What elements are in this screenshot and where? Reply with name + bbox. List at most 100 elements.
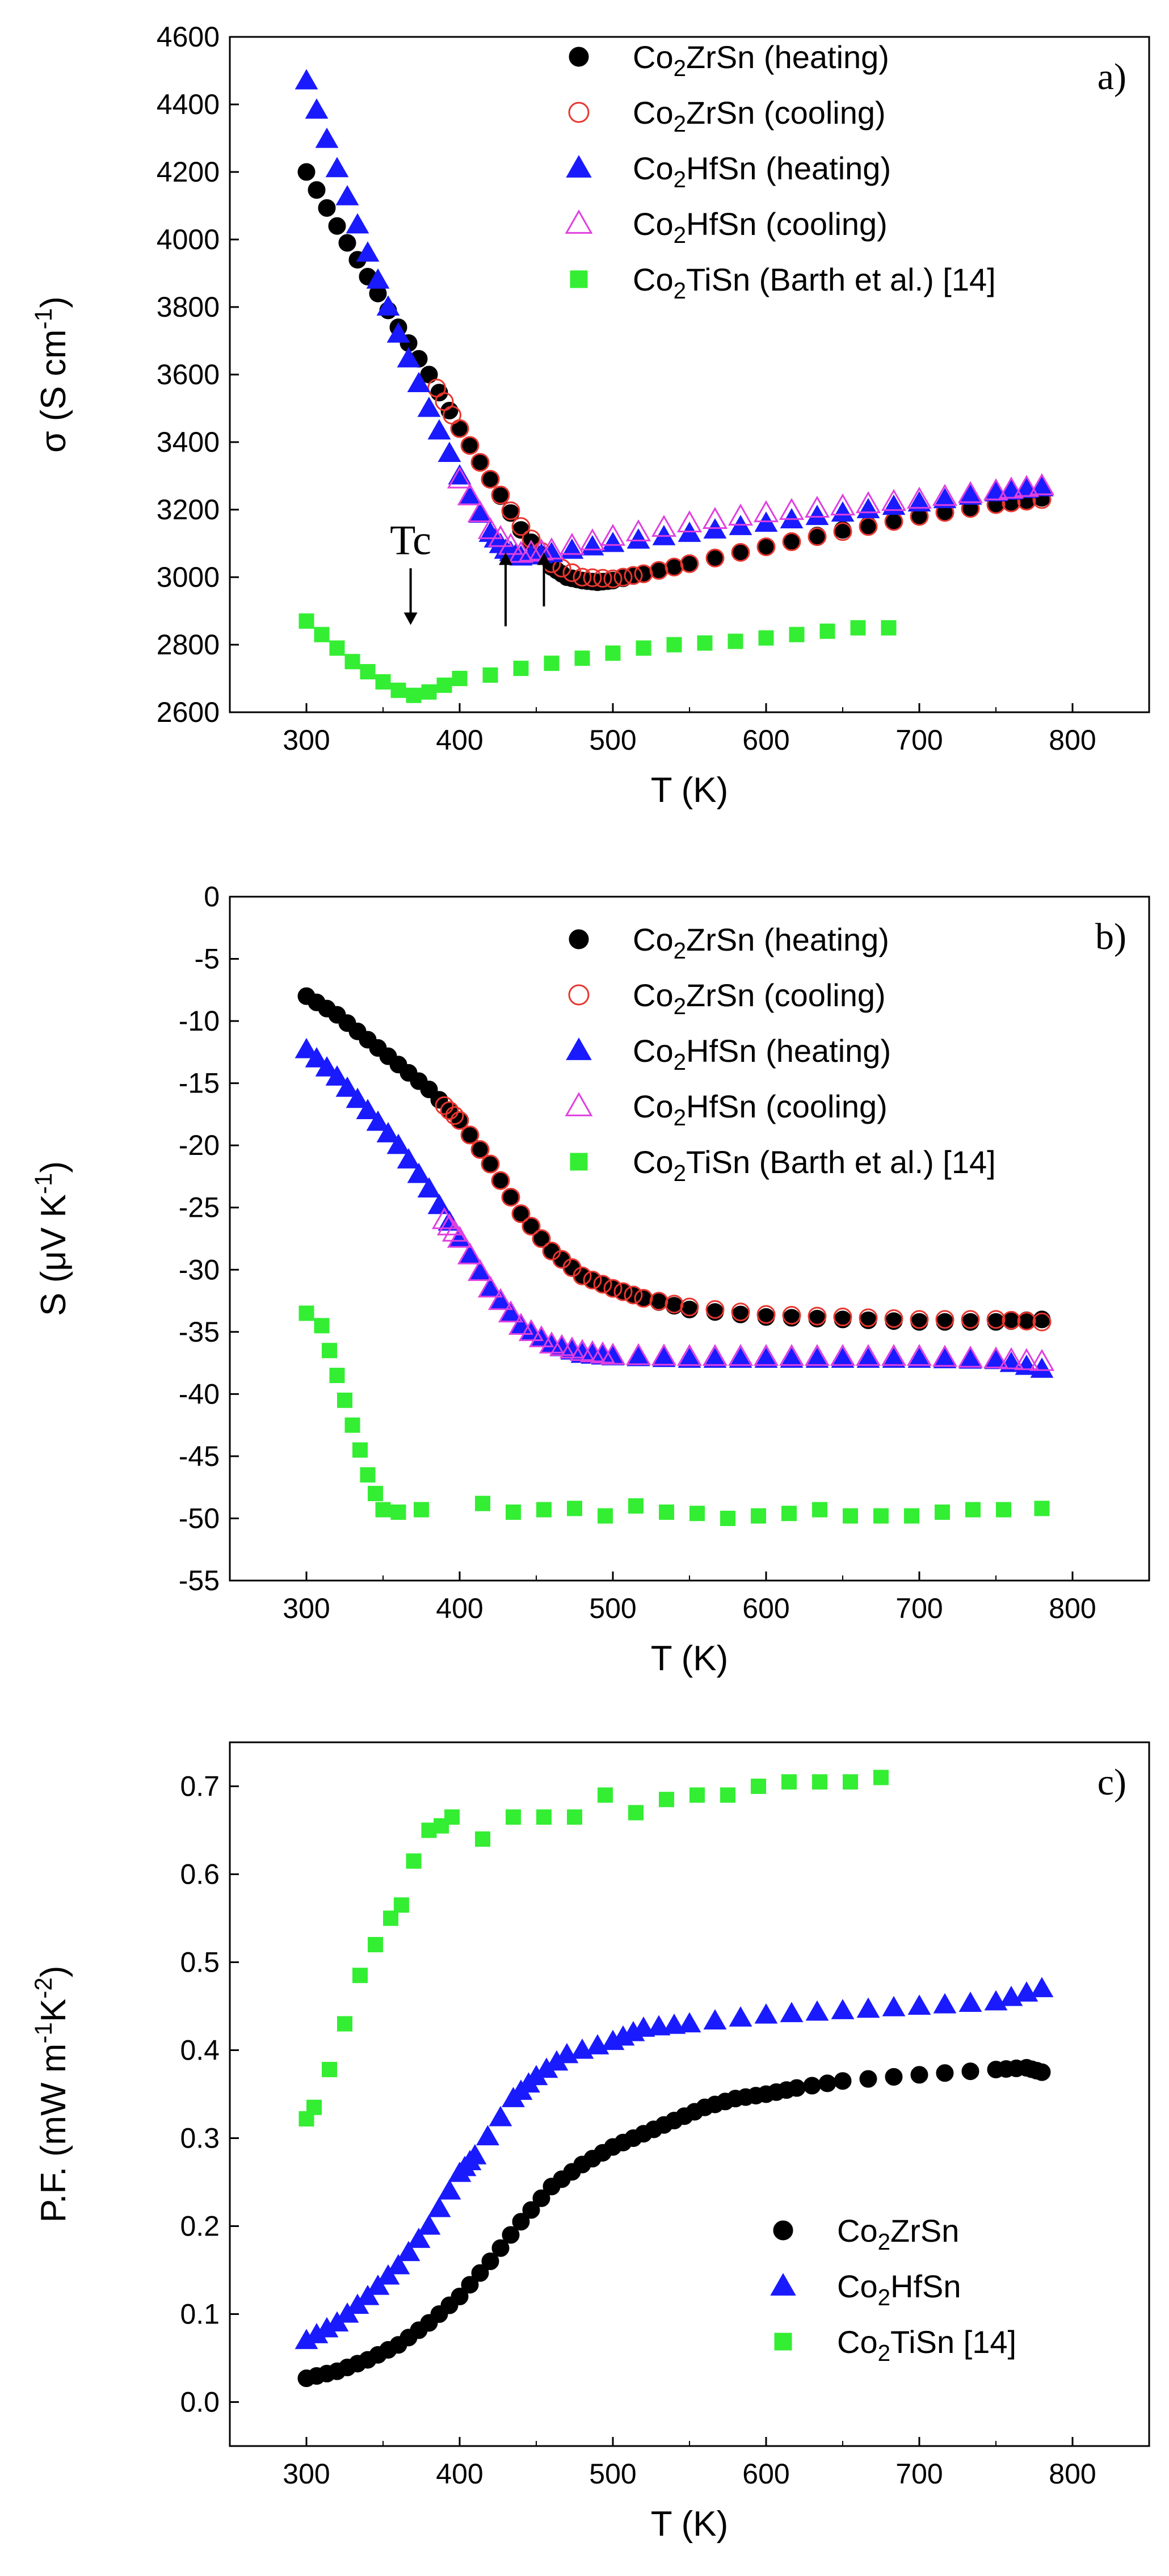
data-point (819, 623, 835, 639)
arrow-down-head (403, 612, 418, 625)
legend-marker (569, 47, 589, 67)
data-point (518, 539, 544, 562)
data-point (477, 517, 503, 539)
data-point (417, 396, 441, 417)
data-point (881, 489, 907, 511)
x-axis-title: T (K) (651, 2504, 729, 2544)
y-tick-label: 3000 (157, 561, 220, 593)
data-point (882, 1347, 906, 1368)
data-point (498, 1300, 524, 1323)
data-point (427, 419, 451, 440)
legend-label: Co2TiSn [14] (837, 2324, 1016, 2366)
y-tick-label: 0.0 (180, 2386, 220, 2418)
data-point (605, 645, 621, 661)
series-3 (295, 69, 1054, 566)
data-point (491, 485, 510, 505)
data-point (506, 1809, 521, 1825)
data-point (435, 1096, 454, 1115)
data-point (414, 1502, 429, 1518)
data-point (393, 1897, 409, 1913)
data-point (574, 650, 590, 666)
data-point (873, 1508, 889, 1524)
data-point (562, 563, 582, 582)
data-point (910, 2066, 928, 2084)
data-point (843, 1774, 858, 1790)
data-point (506, 1505, 521, 1520)
data-point (457, 483, 483, 506)
y-tick-label: -30 (179, 1254, 220, 1285)
panel-label: c) (1097, 1762, 1126, 1803)
data-point (477, 1275, 503, 1298)
data-point (407, 2228, 431, 2248)
data-point (818, 2074, 836, 2092)
series-1 (297, 2059, 1051, 2388)
data-point (665, 1295, 684, 1314)
data-point (329, 1368, 345, 1383)
data-point (501, 501, 520, 520)
data-point (659, 1505, 674, 1520)
data-point (468, 502, 492, 523)
data-point (834, 2072, 852, 2090)
data-point (460, 1125, 480, 1145)
data-point (539, 537, 565, 560)
legend-label: Co2ZrSn (cooling) (633, 95, 886, 137)
data-point (406, 1853, 422, 1869)
data-point (438, 442, 461, 462)
data-point (406, 687, 422, 703)
data-point (491, 2239, 510, 2257)
data-point (731, 1302, 750, 1322)
series-3 (295, 1037, 1054, 1378)
arrow-up-head (499, 552, 512, 565)
data-point (598, 1508, 613, 1524)
data-point (788, 2079, 806, 2097)
data-point (833, 1308, 852, 1327)
data-point (352, 1968, 368, 1984)
data-point (325, 1065, 349, 1086)
data-point (958, 484, 982, 505)
data-point (652, 1346, 676, 1367)
panel-label: b) (1095, 916, 1126, 957)
data-point (447, 1225, 473, 1248)
data-point (508, 1313, 534, 1335)
data-point (705, 548, 725, 568)
data-point (933, 1348, 957, 1368)
data-point (805, 2000, 829, 2021)
data-point (805, 505, 829, 526)
data-point (325, 157, 349, 178)
data-point (729, 2006, 752, 2027)
data-point (961, 1310, 980, 1329)
data-point (703, 2009, 727, 2029)
x-tick-label: 800 (1049, 2458, 1096, 2490)
data-point (666, 637, 682, 653)
series-4 (447, 466, 1055, 563)
data-point (337, 2016, 352, 2032)
data-point (781, 1774, 797, 1790)
data-point (958, 1348, 982, 1369)
data-point (375, 1502, 391, 1518)
y-tick-label: 0.6 (180, 1859, 220, 1890)
data-point (756, 537, 776, 556)
data-point (850, 620, 866, 636)
legend-marker (566, 155, 592, 178)
data-point (873, 1770, 889, 1785)
data-point (487, 525, 514, 547)
data-point (756, 1305, 776, 1324)
data-point (613, 568, 633, 587)
data-point (779, 1344, 805, 1366)
data-point (467, 500, 493, 523)
data-point (856, 1347, 880, 1368)
data-point (445, 1106, 464, 1125)
y-tick-label: 4400 (157, 89, 220, 120)
data-point (1030, 476, 1054, 497)
data-point (470, 453, 490, 472)
data-point (831, 501, 855, 522)
legend: Co2ZrSn Co2HfSn Co2TiSn [14] (770, 2213, 1016, 2366)
data-point (936, 2064, 954, 2082)
y-tick-label: 2600 (157, 696, 220, 728)
legend-marker (568, 102, 590, 123)
data-point (659, 1792, 674, 1808)
x-tick-label: 300 (283, 724, 330, 756)
data-point (782, 1306, 801, 1325)
data-point (702, 1344, 728, 1366)
legend: Co2ZrSn (heating) Co2ZrSn (cooling) Co2HfS… (565, 39, 996, 304)
